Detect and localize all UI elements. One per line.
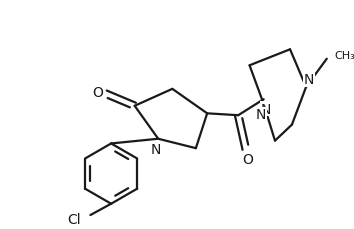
Text: CH₃: CH₃ <box>334 51 354 61</box>
Text: N: N <box>150 142 161 156</box>
Text: O: O <box>242 152 253 166</box>
Text: N: N <box>261 102 271 116</box>
Text: O: O <box>92 85 103 99</box>
Text: Cl: Cl <box>67 212 81 226</box>
Text: N: N <box>256 108 266 122</box>
Text: N: N <box>304 73 314 87</box>
